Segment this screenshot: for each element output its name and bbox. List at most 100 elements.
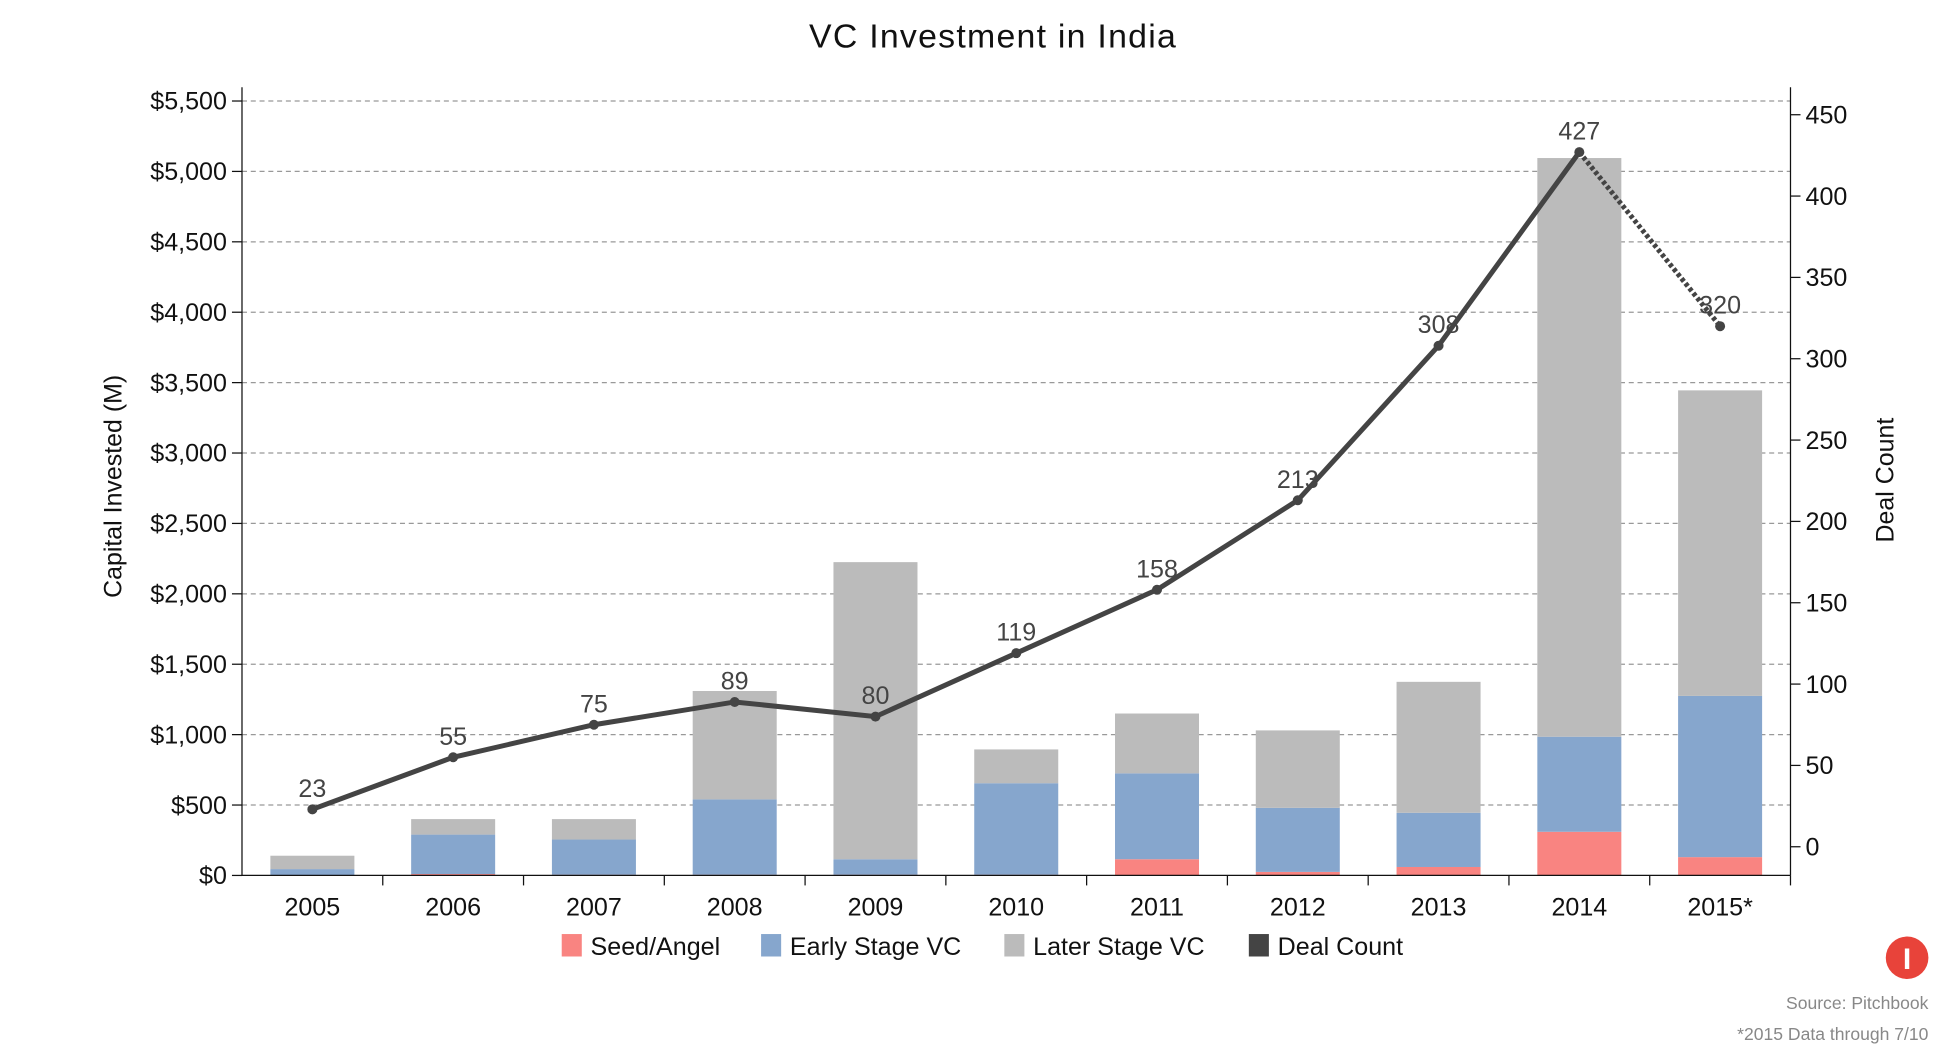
legend-label: Later Stage VC xyxy=(1033,933,1204,961)
bar-early-stage-vc xyxy=(974,783,1059,875)
deal-count-label: 23 xyxy=(298,775,326,803)
legend: Seed/Angel Early Stage VC Later Stage VC De… xyxy=(561,933,1403,961)
deal-count-point xyxy=(729,696,740,707)
bar-early-stage-vc xyxy=(551,839,636,875)
data-note: *2015 Data through 7/10 xyxy=(1737,1024,1928,1044)
x-tick-label: 2015* xyxy=(1687,893,1753,921)
legend-swatch xyxy=(1248,934,1269,957)
y-tick-label: $4,500 xyxy=(150,229,227,257)
legend-label: Deal Count xyxy=(1278,933,1403,961)
bar-seed-angel xyxy=(1678,857,1763,876)
deal-count-point xyxy=(1715,321,1726,332)
bar-later-stage-vc xyxy=(1678,390,1763,696)
x-tick-label: 2014 xyxy=(1551,893,1607,921)
y2-tick-label: 100 xyxy=(1806,671,1848,699)
deal-count-label: 75 xyxy=(580,690,608,718)
bar-early-stage-vc xyxy=(411,834,496,875)
deal-count-label: 213 xyxy=(1277,466,1319,494)
logo: I xyxy=(1885,936,1929,979)
y-tick-label: $3,500 xyxy=(150,369,227,397)
deal-count-point xyxy=(588,719,599,730)
deal-count-label: 89 xyxy=(721,668,749,696)
deal-count-label: 427 xyxy=(1558,118,1600,146)
deal-count-point xyxy=(1433,340,1444,351)
deal-count-line: 23 55 75 89 80 119 158 213 308 427 320 xyxy=(298,118,1741,815)
bar-early-stage-vc xyxy=(1678,695,1763,858)
axes: $0 $500 $1,000 $1,500 $2,000 $2,500 $3,000 $3,5… xyxy=(150,87,1847,921)
bar-seed-angel xyxy=(1115,859,1200,876)
bar-early-stage-vc xyxy=(1255,807,1340,872)
deal-count-point xyxy=(1574,147,1585,158)
bar-later-stage-vc xyxy=(1537,158,1622,737)
legend-label: Early Stage VC xyxy=(790,933,961,961)
y-axis-label: Capital Invested (M) xyxy=(100,375,128,598)
bar-later-stage-vc xyxy=(411,819,496,835)
deal-count-label: 320 xyxy=(1699,292,1741,320)
bar-later-stage-vc xyxy=(1255,730,1340,808)
deal-count-point xyxy=(1151,584,1163,595)
y2-tick-label: 50 xyxy=(1806,752,1834,780)
bar-later-stage-vc xyxy=(1396,681,1481,813)
bar-later-stage-vc xyxy=(551,819,636,840)
y2-tick-label: 250 xyxy=(1806,427,1848,455)
y-tick-label: $5,500 xyxy=(150,88,227,116)
bar-seed-angel xyxy=(411,874,496,876)
bar-early-stage-vc xyxy=(270,869,355,876)
bar-early-stage-vc xyxy=(692,799,777,875)
y2-tick-label: 150 xyxy=(1806,590,1848,618)
x-tick-label: 2013 xyxy=(1411,893,1467,921)
y2-tick-label: 350 xyxy=(1806,264,1848,292)
deal-count-solid-line xyxy=(311,150,1582,812)
y2-tick-label: 450 xyxy=(1806,102,1848,130)
x-tick-label: 2009 xyxy=(848,893,904,921)
y2-tick-label: 300 xyxy=(1806,346,1848,374)
y2-tick-label: 400 xyxy=(1806,183,1848,211)
deal-count-label: 80 xyxy=(862,682,890,710)
gridlines xyxy=(241,100,1791,806)
source-note: Source: Pitchbook xyxy=(1786,993,1929,1013)
bar-later-stage-vc xyxy=(833,562,918,860)
x-tick-label: 2012 xyxy=(1270,893,1326,921)
bar-early-stage-vc xyxy=(1537,736,1622,832)
legend-swatch xyxy=(761,934,782,957)
bar-later-stage-vc xyxy=(974,749,1059,784)
y-tick-label: $0 xyxy=(199,862,227,890)
deal-count-label: 158 xyxy=(1136,555,1178,583)
deal-count-point xyxy=(1011,648,1022,659)
bar-early-stage-vc xyxy=(1115,773,1200,860)
legend-label: Seed/Angel xyxy=(591,933,721,961)
y-tick-label: $3,000 xyxy=(150,440,227,468)
chart-title: VC Investment in India xyxy=(809,17,1177,55)
y-tick-label: $2,500 xyxy=(150,510,227,538)
bar-later-stage-vc xyxy=(270,855,355,870)
deal-count-label: 308 xyxy=(1418,311,1460,339)
bar-later-stage-vc xyxy=(1115,713,1200,774)
logo-letter: I xyxy=(1903,943,1911,976)
y2-axis-label: Deal Count xyxy=(1871,418,1899,543)
y-tick-label: $500 xyxy=(171,792,227,820)
y-tick-label: $5,000 xyxy=(150,158,227,186)
legend-swatch xyxy=(561,934,582,957)
deal-count-label: 55 xyxy=(439,723,467,751)
y-tick-label: $4,000 xyxy=(150,299,227,327)
x-tick-label: 2010 xyxy=(988,893,1044,921)
legend-swatch xyxy=(1004,934,1025,957)
x-tick-label: 2007 xyxy=(566,893,622,921)
bar-seed-angel xyxy=(1396,866,1481,876)
y-tick-label: $1,000 xyxy=(150,721,227,749)
deal-count-label: 119 xyxy=(996,619,1036,647)
x-tick-label: 2005 xyxy=(284,893,340,921)
deal-count-point xyxy=(307,804,318,815)
deal-count-point xyxy=(448,752,459,763)
bar-later-stage-vc xyxy=(692,690,777,800)
y2-tick-label: 200 xyxy=(1806,508,1848,536)
deal-count-point xyxy=(870,711,881,722)
y-tick-label: $1,500 xyxy=(150,651,227,679)
bar-seed-angel xyxy=(1537,831,1622,876)
deal-count-point xyxy=(1292,495,1303,506)
bar-early-stage-vc xyxy=(833,859,918,875)
bars xyxy=(270,158,1763,876)
bar-seed-angel xyxy=(1255,871,1340,876)
x-tick-label: 2006 xyxy=(425,893,481,921)
